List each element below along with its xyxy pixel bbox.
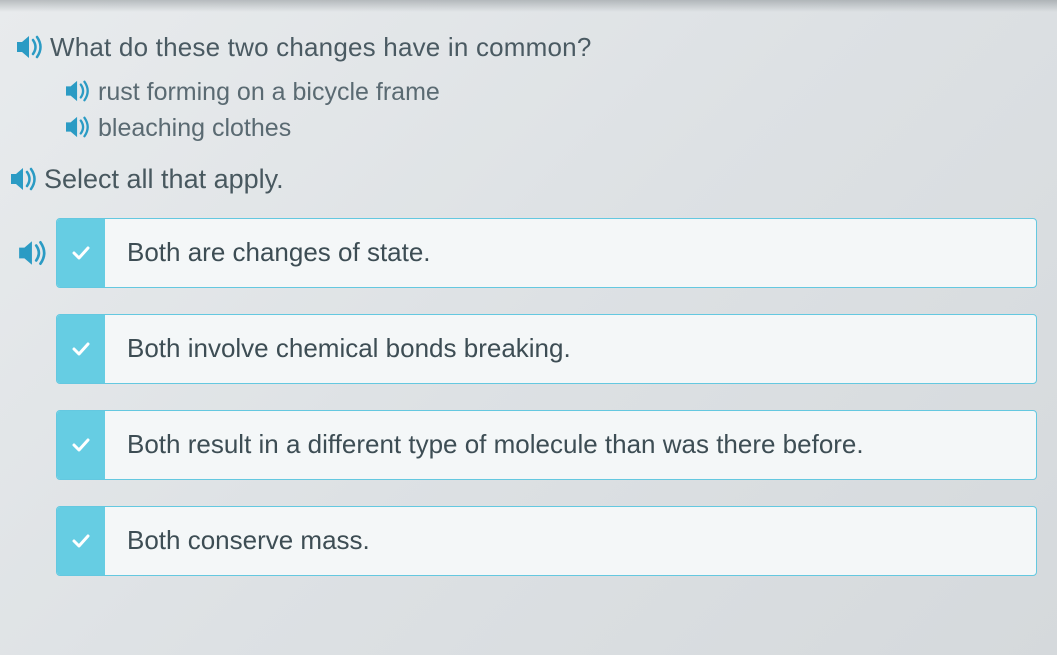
question-sub-items: rust forming on a bicycle frame bleachin… bbox=[58, 74, 1037, 144]
instruction-text: Select all that apply. bbox=[44, 164, 284, 195]
check-icon bbox=[71, 339, 91, 359]
answer-list: Both are changes of state. Both involve … bbox=[10, 218, 1037, 576]
answer-text: Both result in a different type of molec… bbox=[105, 411, 1036, 479]
speaker-icon[interactable] bbox=[58, 110, 98, 144]
answer-option[interactable]: Both conserve mass. bbox=[10, 506, 1037, 576]
speaker-icon[interactable] bbox=[58, 74, 98, 108]
answer-option[interactable]: Both involve chemical bonds breaking. bbox=[10, 314, 1037, 384]
answer-option[interactable]: Both are changes of state. bbox=[10, 218, 1037, 288]
checkbox[interactable] bbox=[57, 219, 105, 287]
answer-option[interactable]: Both result in a different type of molec… bbox=[10, 410, 1037, 480]
answer-text: Both involve chemical bonds breaking. bbox=[105, 315, 1036, 383]
speaker-icon[interactable] bbox=[10, 30, 50, 64]
sub-item-text: rust forming on a bicycle frame bbox=[98, 76, 440, 107]
checkbox[interactable] bbox=[57, 507, 105, 575]
check-icon bbox=[71, 435, 91, 455]
question-text: What do these two changes have in common… bbox=[50, 30, 592, 63]
checkbox[interactable] bbox=[57, 411, 105, 479]
checkbox[interactable] bbox=[57, 315, 105, 383]
check-icon bbox=[71, 243, 91, 263]
answer-text: Both are changes of state. bbox=[105, 219, 1036, 287]
speaker-icon[interactable] bbox=[10, 218, 56, 288]
check-icon bbox=[71, 531, 91, 551]
answer-text: Both conserve mass. bbox=[105, 507, 1036, 575]
sub-item-text: bleaching clothes bbox=[98, 112, 291, 143]
speaker-icon[interactable] bbox=[4, 162, 44, 196]
